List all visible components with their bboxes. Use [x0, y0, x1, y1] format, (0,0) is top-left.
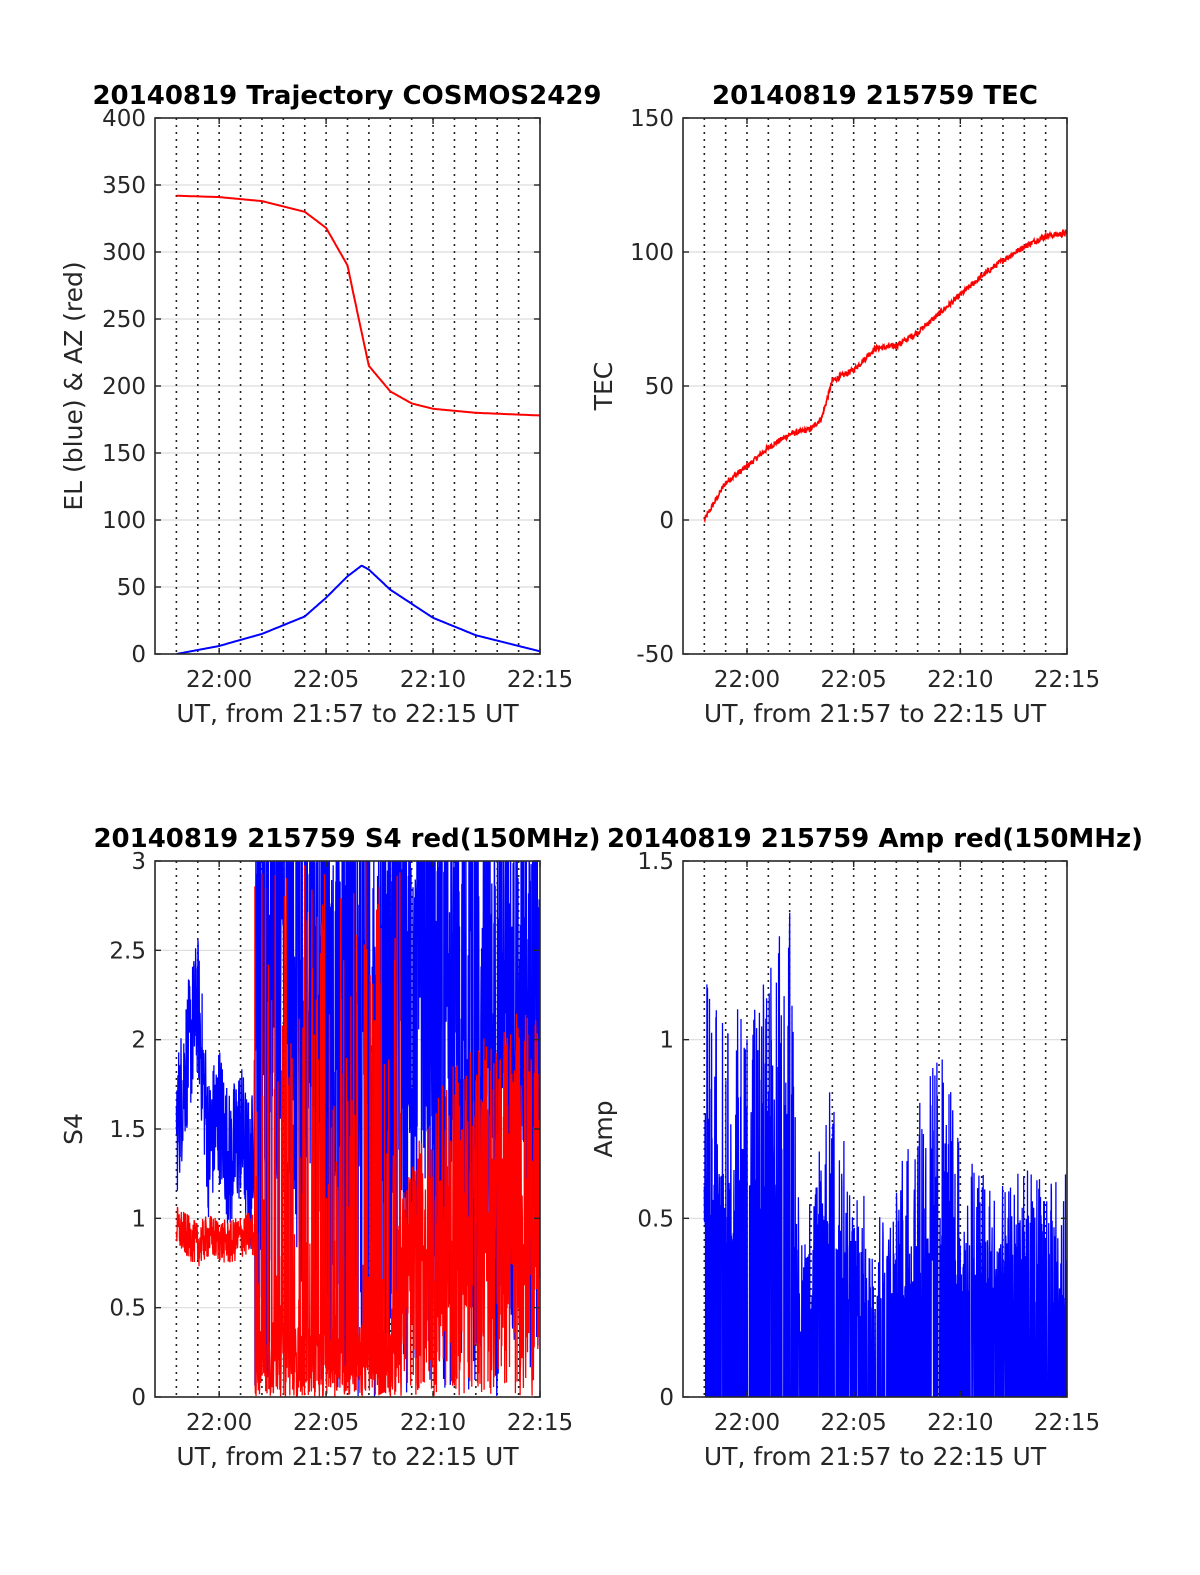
- y-tick-label: 3: [131, 849, 146, 875]
- y-tick-label: 250: [102, 307, 146, 333]
- x-tick-label: 22:10: [400, 667, 466, 693]
- x-tick-label: 22:05: [821, 1410, 887, 1436]
- chart-title: 20140819 Trajectory COSMOS2429: [92, 81, 601, 111]
- y-axis-label: TEC: [589, 362, 618, 412]
- y-tick-label: 100: [630, 240, 674, 266]
- x-tick-label: 22:10: [927, 667, 993, 693]
- x-tick-label: 22:10: [400, 1410, 466, 1436]
- axes-frame: [682, 860, 1068, 1398]
- x-tick-label: 22:00: [186, 667, 252, 693]
- y-tick-label: 150: [102, 441, 146, 467]
- x-tick-label: 22:15: [1034, 667, 1100, 693]
- x-tick-label: 22:05: [293, 1410, 359, 1436]
- y-tick-label: 2: [131, 1028, 146, 1054]
- series-line-red: [703, 228, 1067, 524]
- y-tick-label: 0: [131, 1385, 146, 1411]
- y-tick-label: 150: [630, 106, 674, 132]
- y-tick-label: 100: [102, 508, 146, 534]
- y-tick-label: 1.5: [637, 849, 674, 875]
- y-tick-label: 0: [659, 1385, 674, 1411]
- x-tick-label: 22:15: [1034, 1410, 1100, 1436]
- x-tick-label: 22:00: [714, 1410, 780, 1436]
- y-tick-label: 1: [131, 1206, 146, 1232]
- x-axis-label: UT, from 21:57 to 22:15 UT: [176, 1442, 519, 1471]
- y-axis-label: EL (blue) & AZ (red): [59, 261, 88, 510]
- y-tick-label: 300: [102, 240, 146, 266]
- y-tick-label: 0.5: [109, 1296, 146, 1322]
- y-tick-label: 50: [117, 575, 146, 601]
- y-tick-label: -50: [636, 642, 674, 668]
- y-tick-label: 2.5: [109, 938, 146, 964]
- series-line-red: [176, 194, 540, 417]
- y-tick-label: 50: [645, 374, 674, 400]
- x-axis-label: UT, from 21:57 to 22:15 UT: [704, 699, 1047, 728]
- chart-title: 20140819 215759 Amp red(150MHz): [607, 824, 1143, 854]
- x-tick-label: 22:05: [821, 667, 887, 693]
- x-axis-label: UT, from 21:57 to 22:15 UT: [704, 1442, 1047, 1471]
- y-tick-label: 200: [102, 374, 146, 400]
- series-line-red: [175, 861, 540, 1397]
- y-tick-label: 350: [102, 173, 146, 199]
- plot-area: [176, 194, 540, 654]
- y-tick-label: 0.5: [637, 1206, 674, 1232]
- amp-panel: 0 0.5 1 1.5 22:00 22:05 22:10 22:15 20140819 215…: [589, 824, 1143, 1471]
- chart-title: 20140819 215759 S4 red(150MHz): [93, 824, 600, 854]
- x-tick-label: 22:00: [186, 1410, 252, 1436]
- s4-panel: 0 0.5 1 1.5 2 2.5 3 22:00 22:05 22:10 22:15 2014081…: [59, 824, 601, 1471]
- x-tick-label: 22:10: [927, 1410, 993, 1436]
- y-axis-label: Amp: [589, 1100, 618, 1157]
- tec-panel: -50 0 50 100 150 22:00 22:05 22:10 22:15 20140819…: [589, 81, 1100, 728]
- y-tick-label: 1: [659, 1028, 674, 1054]
- plot-area: [703, 912, 1067, 1397]
- x-tick-label: 22:05: [293, 667, 359, 693]
- series-line-blue: [176, 564, 540, 654]
- y-axis-label: S4: [59, 1113, 88, 1145]
- y-tick-label: 0: [659, 508, 674, 534]
- plot-area: [703, 228, 1067, 524]
- x-tick-label: 22:00: [714, 667, 780, 693]
- y-tick-label: 1.5: [109, 1117, 146, 1143]
- y-tick-label: 0: [131, 642, 146, 668]
- x-tick-label: 22:15: [507, 1410, 573, 1436]
- chart-title: 20140819 215759 TEC: [712, 81, 1038, 111]
- x-tick-label: 22:15: [507, 667, 573, 693]
- x-axis-label: UT, from 21:57 to 22:15 UT: [176, 699, 519, 728]
- trajectory-panel: 0 50 100 150 200 250 300 350 400 22:00 22:05 22:10 2…: [59, 81, 602, 728]
- y-tick-label: 400: [102, 106, 146, 132]
- series-line-blue: [703, 912, 1067, 1397]
- plot-area: [175, 861, 540, 1397]
